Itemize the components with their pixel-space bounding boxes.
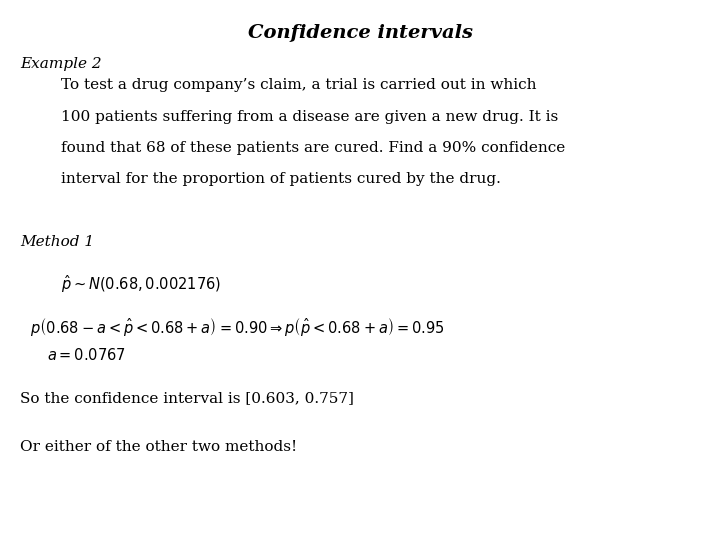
Text: $a = 0.0767$: $a = 0.0767$ [47,347,126,363]
Text: found that 68 of these patients are cured. Find a 90% confidence: found that 68 of these patients are cure… [61,141,565,155]
Text: So the confidence interval is [0.603, 0.757]: So the confidence interval is [0.603, 0.… [20,392,354,406]
Text: Method 1: Method 1 [20,235,94,249]
Text: Confidence intervals: Confidence intervals [248,24,472,42]
Text: Example 2: Example 2 [20,57,102,71]
Text: To test a drug company’s claim, a trial is carried out in which: To test a drug company’s claim, a trial … [61,78,536,92]
Text: $p\left(0.68 - a < \hat{p} < 0.68 + a\right) = 0.90 \Rightarrow p\left(\hat{p} <: $p\left(0.68 - a < \hat{p} < 0.68 + a\ri… [30,316,445,338]
Text: Or either of the other two methods!: Or either of the other two methods! [20,440,297,454]
Text: 100 patients suffering from a disease are given a new drug. It is: 100 patients suffering from a disease ar… [61,110,559,124]
Text: interval for the proportion of patients cured by the drug.: interval for the proportion of patients … [61,172,501,186]
Text: $\hat{p} \sim N(0.68, 0.002176)$: $\hat{p} \sim N(0.68, 0.002176)$ [61,273,221,294]
